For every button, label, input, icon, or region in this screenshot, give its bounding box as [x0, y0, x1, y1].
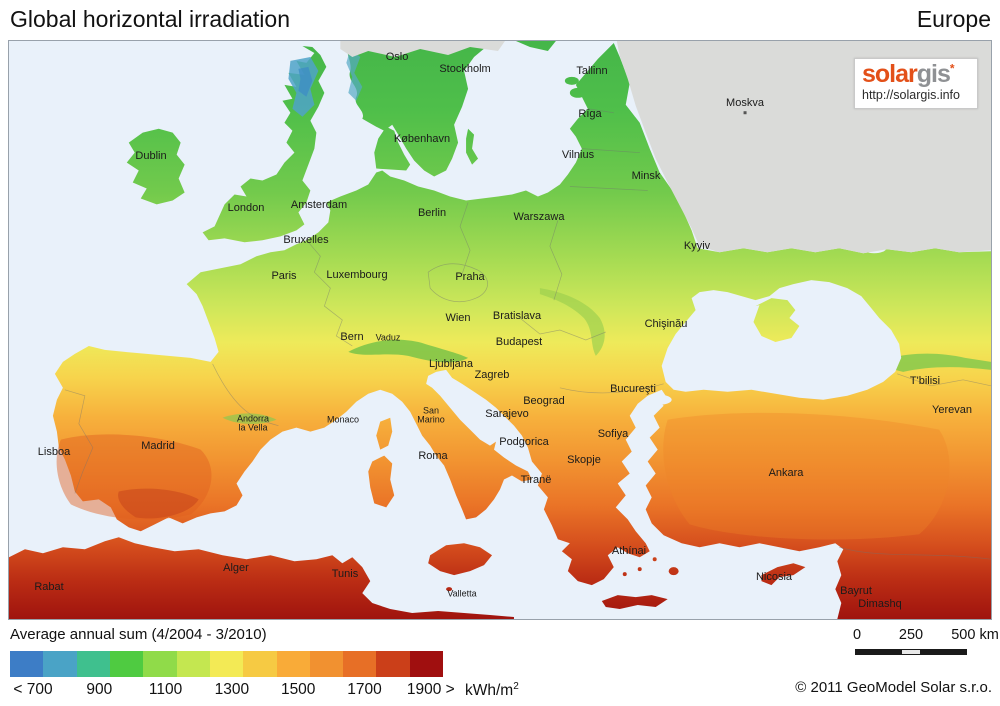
legend-swatch-2: [76, 651, 110, 677]
land-fyn: [434, 151, 447, 162]
solargis-logo: solargis* http://solargis.info: [854, 58, 978, 109]
legend-swatch-3: [109, 651, 144, 677]
accent-andalusia: [118, 488, 199, 519]
legend-tick-3: 1300: [214, 681, 250, 698]
land-crimea: [753, 298, 800, 342]
legend-swatch-5: [176, 651, 210, 677]
legend-tick-4: 1500: [280, 681, 316, 698]
solargis-wordmark: solargis*: [862, 60, 955, 88]
land-gotland: [466, 128, 479, 165]
sea-of-marmara: [647, 394, 672, 405]
country-borders: [64, 108, 991, 560]
legend-tick-1: 900: [86, 681, 113, 698]
region-title: Europe: [916, 6, 991, 32]
land-scandinavia: [347, 42, 493, 177]
nodata-strip-north: [340, 41, 505, 57]
logo-star-icon: *: [949, 61, 955, 76]
land-north-africa: [9, 537, 514, 619]
accent-carpathians: [539, 288, 605, 356]
land-sicily: [428, 543, 493, 576]
legend-swatch-10: [343, 651, 377, 677]
land-ibiza: [216, 458, 225, 465]
legend-swatch-12: [409, 651, 444, 677]
scale-label-250: 250: [898, 627, 924, 643]
legend-swatch-8: [276, 651, 310, 677]
accent-pyrenees: [222, 413, 277, 424]
land-aegean-2: [652, 557, 657, 562]
legend-swatch-9: [309, 651, 344, 677]
page-title: Global horizontal irradiation: [10, 6, 290, 32]
land-aegean-1: [637, 567, 642, 572]
land-continent: [52, 42, 991, 619]
scale-label-500km: 500 km: [951, 627, 999, 643]
solargis-url: http://solargis.info: [862, 88, 960, 102]
land-rhodes: [668, 567, 679, 576]
scale-bar-rule: [855, 649, 967, 655]
legend-swatch-1: [43, 651, 77, 677]
legend-tick-2: 1100: [148, 681, 183, 698]
legend-swatch-4: [143, 651, 177, 677]
legend-tick-5: 1700: [347, 681, 382, 698]
land-corsica: [376, 417, 393, 450]
legend-title: Average annual sum (4/2004 - 3/2010): [10, 626, 267, 643]
land-sardinia: [368, 455, 395, 508]
legend-color-bar: [10, 651, 444, 677]
land-finland-tip: [515, 41, 556, 51]
legend-swatch-6: [209, 651, 244, 677]
land-saaremaa: [564, 76, 579, 85]
land-crete: [601, 595, 668, 610]
scale-bar: 0 250 500 km: [845, 627, 999, 663]
accent-norway-fjords: [346, 48, 363, 101]
legend-labels: kWh/m2 < 700 900 1100 1300 1500 1700 1900 >: [10, 681, 530, 701]
accent-scotland-core: [298, 66, 313, 97]
legend-tick-0: < 700: [13, 681, 53, 698]
map-svg: [9, 41, 991, 619]
accent-alps: [348, 339, 469, 363]
land-mallorca: [226, 446, 251, 457]
accent-caucasus: [883, 353, 991, 372]
legend-swatch-11: [376, 651, 410, 677]
land-zealand: [414, 145, 435, 160]
land-great-britain: [202, 45, 327, 243]
scale-bar-light-segment: [902, 650, 920, 654]
copyright: © 2011 GeoModel Solar s.r.o.: [795, 679, 992, 696]
map: Oslo Stockholm Tallinn Moskva Rīga København D…: [8, 40, 992, 620]
legend-swatch-0: [10, 651, 44, 677]
land-cyprus: [761, 563, 806, 586]
land-menorca: [253, 440, 264, 447]
legend-swatch-7: [243, 651, 277, 677]
land-ireland: [126, 128, 185, 205]
land-malta: [446, 587, 453, 592]
accent-anatolia: [663, 412, 950, 540]
land-aegean-3: [622, 572, 627, 577]
scale-label-0: 0: [852, 627, 862, 643]
land-denmark: [374, 126, 411, 171]
legend-unit: kWh/m2: [465, 681, 519, 700]
legend-tick-6: 1900 >: [406, 681, 455, 698]
